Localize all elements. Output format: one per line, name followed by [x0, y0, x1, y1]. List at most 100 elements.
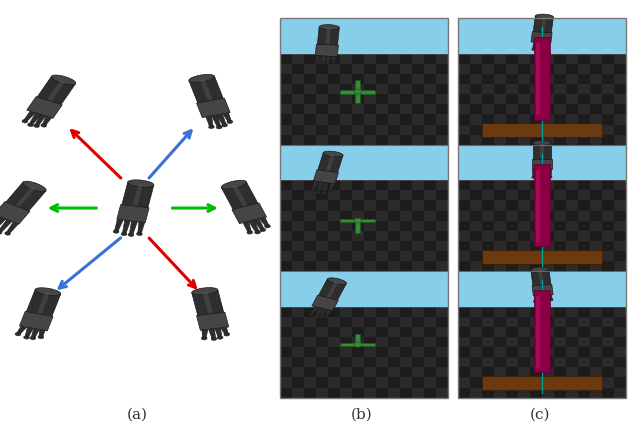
Bar: [506, 75, 518, 85]
Bar: [554, 55, 566, 65]
Bar: [304, 95, 316, 105]
Ellipse shape: [319, 316, 323, 319]
Bar: [424, 55, 436, 65]
Bar: [280, 135, 292, 145]
Bar: [542, 125, 554, 135]
Bar: [352, 95, 364, 105]
Bar: [518, 231, 530, 241]
Bar: [412, 252, 424, 261]
Bar: [316, 317, 328, 327]
Bar: [602, 261, 614, 272]
Bar: [304, 75, 316, 85]
Bar: [530, 388, 542, 398]
Polygon shape: [543, 169, 547, 179]
Bar: [470, 357, 482, 368]
Polygon shape: [548, 169, 552, 178]
Ellipse shape: [323, 152, 343, 157]
Bar: [400, 347, 412, 357]
Bar: [364, 211, 376, 221]
Polygon shape: [42, 117, 51, 126]
Bar: [494, 65, 506, 75]
Bar: [280, 368, 292, 378]
Bar: [280, 221, 292, 231]
Bar: [436, 191, 448, 201]
Ellipse shape: [328, 278, 346, 285]
Bar: [424, 327, 436, 337]
Bar: [482, 115, 494, 125]
Bar: [530, 261, 542, 272]
Polygon shape: [317, 28, 339, 47]
Bar: [494, 231, 506, 241]
Ellipse shape: [309, 313, 314, 316]
Bar: [614, 85, 626, 95]
Bar: [328, 241, 340, 252]
Bar: [424, 95, 436, 105]
Bar: [388, 231, 400, 241]
Bar: [506, 241, 518, 252]
Bar: [536, 296, 540, 369]
Polygon shape: [533, 17, 554, 34]
Bar: [578, 241, 590, 252]
Polygon shape: [122, 183, 154, 209]
Ellipse shape: [316, 191, 321, 194]
Bar: [304, 327, 316, 337]
Bar: [482, 250, 602, 264]
Polygon shape: [317, 153, 343, 174]
Bar: [328, 327, 340, 337]
Polygon shape: [115, 220, 123, 232]
Bar: [280, 347, 292, 357]
Polygon shape: [315, 56, 321, 63]
Bar: [340, 343, 375, 347]
Polygon shape: [122, 221, 131, 235]
Bar: [458, 95, 470, 105]
Polygon shape: [203, 292, 213, 314]
Bar: [376, 95, 388, 105]
Ellipse shape: [22, 120, 28, 124]
Bar: [554, 368, 566, 378]
Bar: [494, 317, 506, 327]
Bar: [494, 191, 506, 201]
Ellipse shape: [326, 63, 330, 66]
Polygon shape: [318, 279, 346, 301]
Bar: [494, 105, 506, 115]
Bar: [328, 115, 340, 125]
Polygon shape: [27, 97, 62, 119]
Ellipse shape: [41, 124, 47, 128]
Polygon shape: [37, 293, 50, 314]
Bar: [458, 115, 470, 125]
Ellipse shape: [30, 337, 36, 340]
Bar: [470, 378, 482, 388]
Bar: [506, 327, 518, 337]
Bar: [578, 201, 590, 211]
Polygon shape: [532, 43, 538, 50]
Bar: [316, 252, 328, 261]
Bar: [542, 337, 554, 347]
Bar: [590, 191, 602, 201]
Bar: [376, 327, 388, 337]
Bar: [518, 252, 530, 261]
Bar: [590, 252, 602, 261]
Bar: [530, 75, 542, 85]
Bar: [292, 85, 304, 95]
Bar: [578, 95, 590, 105]
Bar: [458, 55, 626, 145]
Bar: [494, 357, 506, 368]
Bar: [328, 307, 340, 317]
Bar: [280, 55, 292, 65]
Bar: [340, 231, 352, 241]
Bar: [292, 65, 304, 75]
Ellipse shape: [324, 316, 328, 318]
Bar: [352, 181, 364, 191]
Bar: [590, 65, 602, 75]
Bar: [578, 115, 590, 125]
Polygon shape: [248, 221, 259, 233]
Ellipse shape: [216, 126, 222, 129]
Bar: [292, 211, 304, 221]
Bar: [602, 115, 614, 125]
Bar: [578, 307, 590, 317]
Polygon shape: [548, 295, 552, 300]
Bar: [400, 55, 412, 65]
Polygon shape: [117, 205, 149, 223]
Bar: [304, 115, 316, 125]
Ellipse shape: [332, 61, 336, 64]
